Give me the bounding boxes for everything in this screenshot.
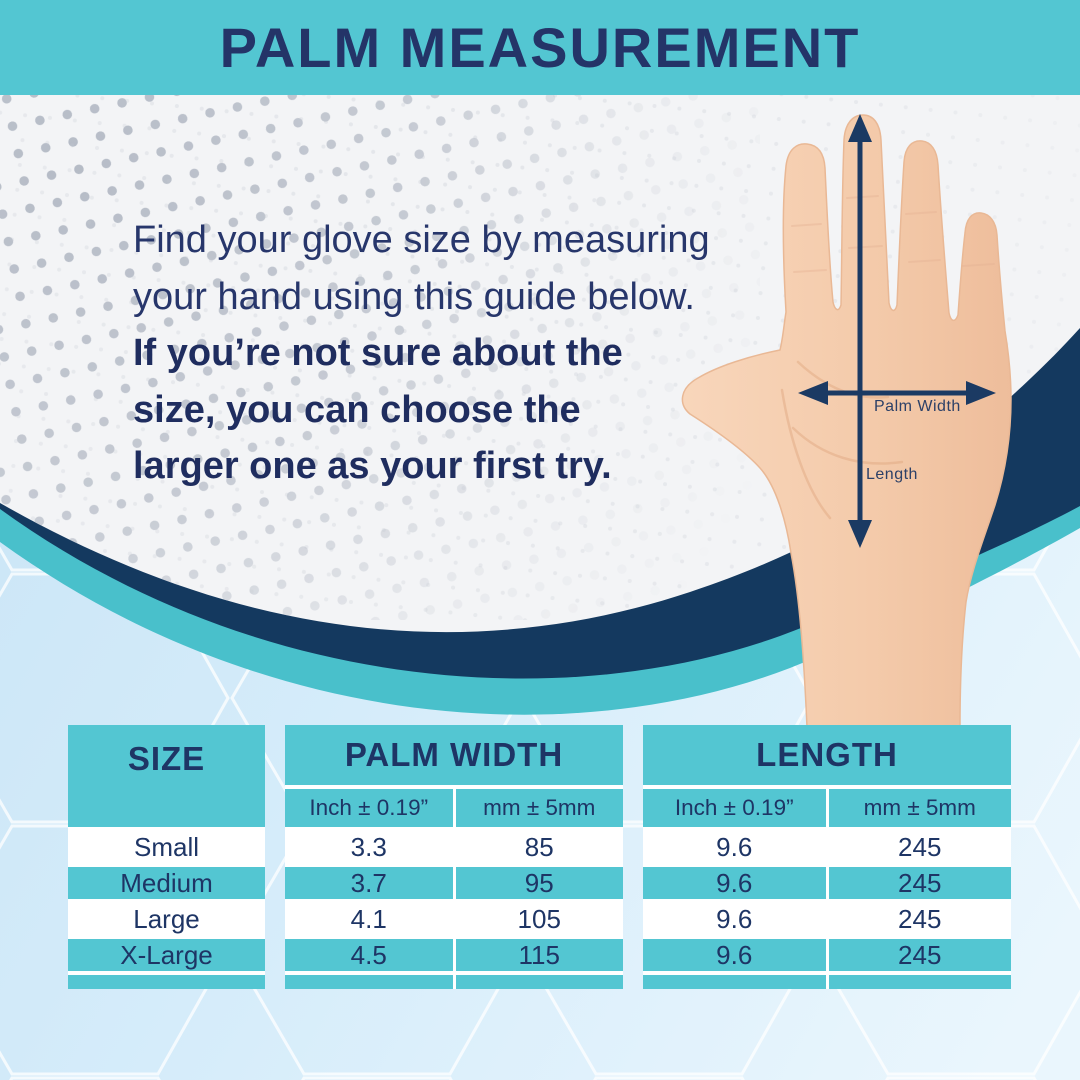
palm-width-mm-cell: 115 <box>455 939 623 971</box>
palm-width-mm-cell: 95 <box>455 867 623 899</box>
palm-width-label: Palm Width <box>874 398 961 415</box>
table-row: Large <box>68 903 265 935</box>
palm-width-mm-cell: 105 <box>455 903 623 935</box>
table-row: 9.6 245 <box>643 831 1011 863</box>
table-row: 4.1 105 <box>285 903 623 935</box>
intro-line-1: Find your glove size by measuring <box>133 219 710 261</box>
table-row: 9.6 245 <box>643 867 1011 899</box>
table-row: 3.3 85 <box>285 831 623 863</box>
length-inch-cell: 9.6 <box>643 903 826 935</box>
palm-width-mm-cell: 85 <box>455 831 623 863</box>
table-row: Medium <box>68 867 265 899</box>
intro-bold-line-2: size, you can choose the <box>133 388 581 431</box>
length-inch-cell: 9.6 <box>643 939 826 971</box>
page-title: PALM MEASUREMENT <box>219 16 861 79</box>
palm-width-column-header: PALM WIDTH <box>285 725 623 785</box>
length-inch-cell: 9.6 <box>643 867 826 899</box>
palm-width-subheader-row: Inch ± 0.19” mm ± 5mm <box>285 789 623 827</box>
palm-width-arrow <box>798 381 996 405</box>
table-row: Small <box>68 831 265 863</box>
size-chart-table: SIZE Small Medium Large X-Large PALM WID… <box>68 725 1011 989</box>
table-row: 9.6 245 <box>643 903 1011 935</box>
palm-width-inch-cell: 4.1 <box>285 903 453 935</box>
palm-width-inch-cell: 3.3 <box>285 831 453 863</box>
length-mm-cell: 245 <box>828 939 1011 971</box>
mm-subheader: mm ± 5mm <box>455 789 623 827</box>
table-row: X-Large <box>68 939 265 971</box>
length-mm-cell: 245 <box>828 831 1011 863</box>
size-column: SIZE Small Medium Large X-Large <box>68 725 265 989</box>
size-cell: Large <box>68 903 265 935</box>
length-column: LENGTH Inch ± 0.19” mm ± 5mm 9.6 245 9.6… <box>643 725 1011 989</box>
palm-width-inch-cell: 3.7 <box>285 867 453 899</box>
intro-line-2: your hand using this guide below. <box>133 275 695 318</box>
size-cell: X-Large <box>68 939 265 971</box>
mm-subheader: mm ± 5mm <box>828 789 1011 827</box>
table-footer-strip <box>643 975 1011 989</box>
palm-width-inch-cell: 4.5 <box>285 939 453 971</box>
intro-bold-line-1: If you’re not sure about the <box>133 332 623 374</box>
palm-width-column: PALM WIDTH Inch ± 0.19” mm ± 5mm 3.3 85 … <box>285 725 623 989</box>
length-inch-cell: 9.6 <box>643 831 826 863</box>
table-footer-strip <box>285 975 623 989</box>
table-footer-strip <box>68 975 265 989</box>
header-band: PALM MEASUREMENT <box>0 0 1080 95</box>
length-mm-cell: 245 <box>828 867 1011 899</box>
length-subheader-row: Inch ± 0.19” mm ± 5mm <box>643 789 1011 827</box>
length-arrow <box>848 114 872 548</box>
length-label: Length <box>866 466 918 483</box>
size-cell: Small <box>68 831 265 863</box>
intro-text: Find your glove size by measuring your h… <box>133 212 793 495</box>
size-column-header: SIZE <box>68 725 265 827</box>
table-row: 3.7 95 <box>285 867 623 899</box>
intro-bold-line-3: larger one as your first try. <box>133 445 612 487</box>
inch-subheader: Inch ± 0.19” <box>285 789 453 827</box>
table-row: 9.6 245 <box>643 939 1011 971</box>
inch-subheader: Inch ± 0.19” <box>643 789 826 827</box>
table-row: 4.5 115 <box>285 939 623 971</box>
size-cell: Medium <box>68 867 265 899</box>
length-column-header: LENGTH <box>643 725 1011 785</box>
length-mm-cell: 245 <box>828 903 1011 935</box>
